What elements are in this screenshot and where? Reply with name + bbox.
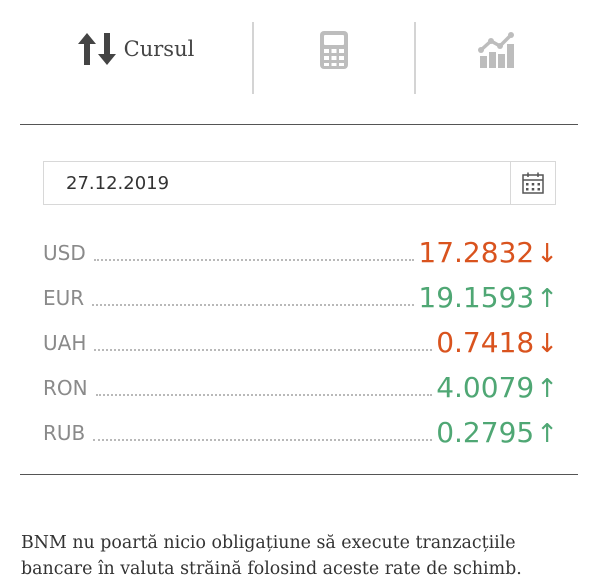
tab-rates[interactable]: Cursul [20, 0, 252, 112]
trend-up-icon: ↑ [536, 374, 558, 404]
rate-row-uah: UAH 0.7418 ↓ [43, 314, 558, 359]
dotted-leader [93, 258, 415, 261]
disclaimer-line-1: BNM nu poartă nicio obligațiune să execu… [21, 533, 516, 553]
tab-calculator[interactable] [254, 0, 414, 112]
rate-row-ron: RON 4.0079 ↑ [43, 359, 558, 404]
tab-chart[interactable] [416, 0, 578, 112]
rate-value: 19.1593 [418, 281, 535, 314]
dotted-leader [92, 303, 415, 306]
tab-rates-label: Cursul [123, 37, 195, 61]
trend-down-icon: ↓ [536, 239, 558, 269]
rate-value: 17.2832 [418, 236, 535, 269]
currency-code: EUR [43, 286, 85, 310]
dotted-leader [95, 393, 433, 396]
trend-up-icon: ↑ [536, 284, 558, 314]
currency-code: USD [43, 241, 86, 265]
date-input[interactable] [44, 162, 510, 204]
divider-bottom [20, 474, 578, 475]
rate-row-rub: RUB 0.2795 ↑ [43, 404, 558, 449]
calendar-button[interactable] [510, 162, 555, 204]
rates-list: USD 17.2832 ↓ EUR 19.1593 ↑ UAH 0.7418 ↓… [43, 224, 558, 449]
rate-row-usd: USD 17.2832 ↓ [43, 224, 558, 269]
up-down-arrows-icon [77, 33, 116, 65]
currency-code: RUB [43, 421, 86, 445]
dotted-leader [93, 438, 433, 441]
date-picker [43, 161, 556, 205]
tab-divider [252, 22, 254, 94]
dotted-leader [94, 348, 433, 351]
calculator-icon [320, 31, 348, 69]
rate-value: 4.0079 [436, 371, 535, 404]
chart-icon [478, 32, 514, 68]
tab-bar: Cursul [20, 0, 578, 112]
disclaimer-text: BNM nu poartă nicio obligațiune să execu… [21, 530, 600, 582]
currency-code: RON [43, 376, 88, 400]
disclaimer-line-2: bancare în valuta străină folosind acest… [21, 559, 522, 579]
rate-row-eur: EUR 19.1593 ↑ [43, 269, 558, 314]
trend-up-icon: ↑ [536, 419, 558, 449]
rate-value: 0.7418 [436, 326, 535, 359]
tab-divider [414, 22, 416, 94]
rate-value: 0.2795 [436, 416, 535, 449]
trend-down-icon: ↓ [536, 329, 558, 359]
calendar-icon [522, 172, 544, 194]
divider-top [20, 124, 578, 125]
currency-code: UAH [43, 331, 87, 355]
